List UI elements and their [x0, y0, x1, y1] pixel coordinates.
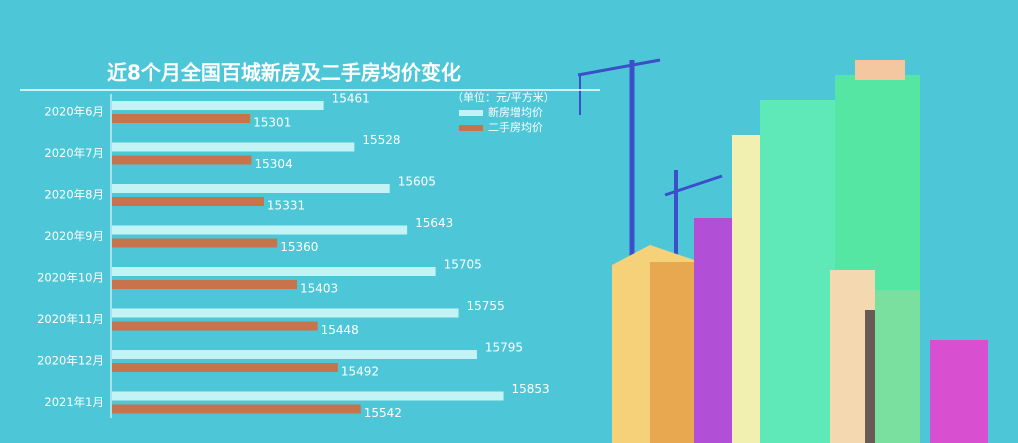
value-label: 15360 — [280, 240, 318, 254]
value-label: 15448 — [321, 323, 359, 337]
value-label: 15542 — [364, 406, 402, 420]
bar — [112, 225, 408, 235]
bar — [112, 155, 252, 165]
bar — [112, 267, 436, 276]
legend-label: 新房增均价 — [488, 105, 543, 119]
value-label: 15461 — [332, 92, 370, 106]
bar — [112, 350, 477, 359]
y-tick-label: 2021年1月 — [44, 395, 104, 409]
bar — [112, 280, 297, 289]
bar — [112, 404, 361, 414]
bar — [112, 184, 390, 193]
buildings-illustration — [577, 58, 988, 443]
legend-label: 二手房均价 — [488, 120, 543, 134]
y-tick-label: 2020年12月 — [37, 354, 104, 368]
value-label: 15528 — [362, 133, 400, 147]
bar — [112, 363, 338, 372]
bar — [112, 238, 278, 248]
value-label: 15705 — [444, 258, 482, 272]
value-label: 15301 — [253, 116, 291, 130]
value-label: 15403 — [300, 282, 338, 296]
value-label: 15304 — [255, 157, 293, 171]
chart-title: 近8个月全国百城新房及二手房均价变化 — [107, 61, 461, 85]
bar — [112, 197, 264, 206]
value-label: 15331 — [267, 199, 305, 213]
value-label: 15605 — [398, 175, 436, 189]
bar — [112, 308, 459, 318]
y-tick-label: 2020年9月 — [44, 229, 104, 243]
legend-swatch — [459, 110, 483, 116]
y-tick-label: 2020年10月 — [37, 271, 104, 285]
value-label: 15643 — [415, 216, 453, 230]
value-label: 15853 — [512, 382, 550, 396]
bar — [112, 114, 251, 123]
y-tick-label: 2020年11月 — [37, 312, 104, 326]
value-label: 15492 — [341, 365, 379, 379]
unit-note: （单位：元/平方米） — [452, 90, 555, 104]
y-tick-label: 2020年6月 — [44, 105, 104, 119]
value-label: 15795 — [485, 341, 523, 355]
bar — [112, 321, 318, 331]
value-label: 15755 — [467, 299, 505, 313]
bar — [112, 391, 504, 401]
bar — [112, 101, 324, 110]
y-tick-label: 2020年8月 — [44, 188, 104, 202]
legend-swatch — [459, 125, 483, 131]
bar — [112, 142, 355, 152]
y-tick-label: 2020年7月 — [44, 146, 104, 160]
